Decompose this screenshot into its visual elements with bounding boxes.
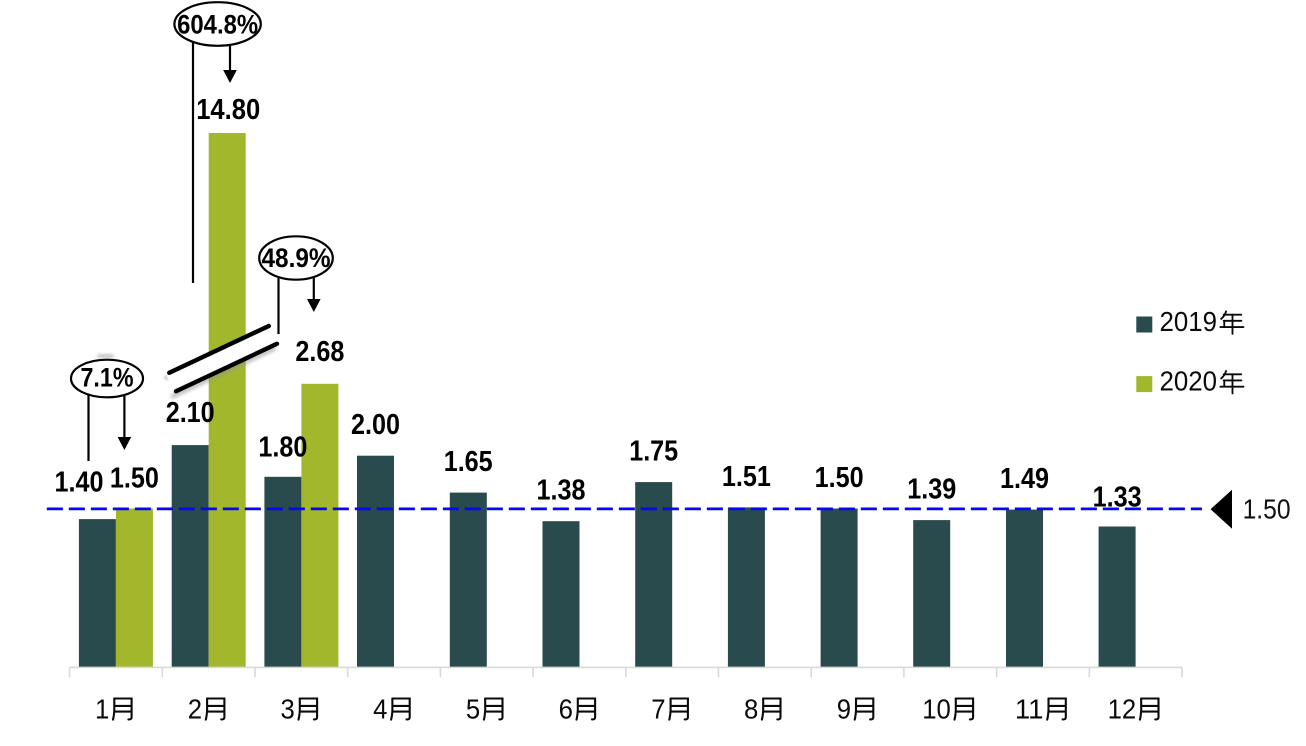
svg-text:48.9%: 48.9% xyxy=(262,243,331,273)
svg-text:7: 7 xyxy=(651,693,665,724)
svg-text:1.50: 1.50 xyxy=(815,462,864,494)
svg-text:1.40: 1.40 xyxy=(55,467,104,499)
svg-text:3: 3 xyxy=(281,693,295,724)
svg-text:1.65: 1.65 xyxy=(444,446,493,478)
svg-text:1: 1 xyxy=(95,693,109,724)
svg-text:2.10: 2.10 xyxy=(166,397,215,429)
svg-text:7.1%: 7.1% xyxy=(81,362,134,392)
svg-text:14.80: 14.80 xyxy=(196,94,260,126)
svg-text:1.50: 1.50 xyxy=(110,462,159,494)
svg-text:1.38: 1.38 xyxy=(537,475,586,507)
svg-text:2.00: 2.00 xyxy=(351,409,400,441)
svg-text:12: 12 xyxy=(1108,693,1137,724)
svg-text:2.68: 2.68 xyxy=(295,336,344,368)
svg-text:5: 5 xyxy=(466,693,480,724)
svg-text:4: 4 xyxy=(373,693,387,724)
svg-text:1.51: 1.51 xyxy=(722,461,771,493)
svg-text:1.39: 1.39 xyxy=(907,474,956,506)
svg-text:8: 8 xyxy=(744,693,758,724)
svg-text:604.8%: 604.8% xyxy=(177,10,258,40)
svg-text:2020: 2020 xyxy=(1160,365,1218,396)
svg-text:2: 2 xyxy=(188,693,202,724)
svg-text:11: 11 xyxy=(1015,693,1044,724)
svg-text:1.50: 1.50 xyxy=(1243,494,1291,525)
svg-text:2019: 2019 xyxy=(1160,306,1218,337)
svg-text:1.80: 1.80 xyxy=(258,431,307,463)
svg-text:1.75: 1.75 xyxy=(629,436,678,468)
svg-text:1.49: 1.49 xyxy=(1000,463,1049,495)
svg-text:9: 9 xyxy=(837,693,851,724)
svg-text:6: 6 xyxy=(559,693,573,724)
svg-text:10: 10 xyxy=(922,693,951,724)
svg-text:1.33: 1.33 xyxy=(1093,482,1142,514)
